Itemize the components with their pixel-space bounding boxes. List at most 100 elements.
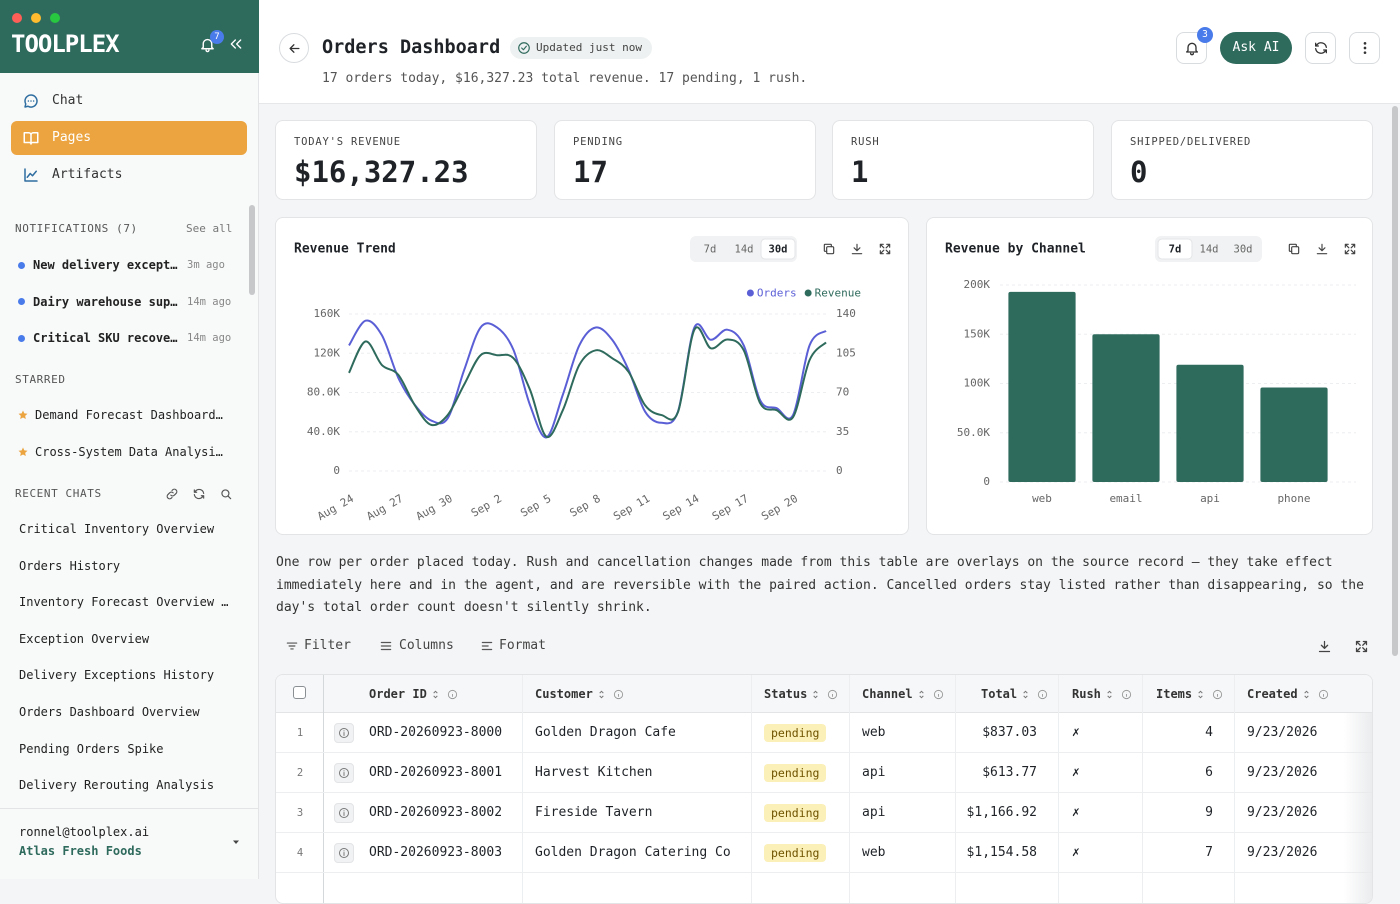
user-menu[interactable]: ronnel@toolplex.ai Atlas Fresh Foods: [0, 809, 258, 879]
column-divider: [751, 675, 752, 903]
range-tab[interactable]: 7d: [1157, 238, 1193, 260]
starred-item[interactable]: Cross-System Data Analysi…: [35, 445, 223, 459]
see-all-link[interactable]: See all: [186, 222, 233, 235]
expand-button[interactable]: [1342, 241, 1358, 257]
x-tick-label: Sep 11: [611, 492, 652, 523]
icon-shape: [286, 642, 298, 650]
starred-item[interactable]: Demand Forecast Dashboard…: [35, 408, 223, 422]
row-detail-button[interactable]: [334, 803, 354, 823]
row-detail-button[interactable]: [334, 763, 354, 783]
download-icon: [851, 243, 863, 255]
icon-shape: [1288, 243, 1297, 252]
row-detail-button[interactable]: [334, 723, 354, 743]
table-cell: ✗: [1072, 845, 1080, 860]
toolbar-button[interactable]: Columns: [375, 634, 470, 658]
active-tab: [760, 238, 796, 260]
star-icon: [18, 410, 28, 419]
recent-chat[interactable]: Delivery Rerouting Analysis: [19, 778, 215, 793]
expand-button[interactable]: [1354, 639, 1370, 655]
window-control[interactable]: [12, 13, 22, 23]
notification-text[interactable]: New delivery except…: [33, 258, 178, 272]
table-row: [276, 713, 1372, 753]
column-header[interactable]: Status: [764, 675, 838, 713]
table-row: [276, 753, 1372, 793]
recent-chat[interactable]: Pending Orders Spike: [19, 741, 164, 756]
download-button[interactable]: [1317, 639, 1333, 655]
table-cell: $613.77: [982, 765, 1037, 780]
notifications-button[interactable]: [196, 33, 220, 57]
notification-badge: 7: [210, 30, 224, 44]
y-tick-label: 120K: [314, 346, 341, 359]
icon-shape: [1363, 46, 1367, 50]
bell-icon: [201, 38, 214, 53]
check-icon: [518, 42, 530, 54]
chart-title: Revenue Trend: [294, 242, 396, 257]
recent-chat[interactable]: Orders History: [19, 558, 121, 573]
info-icon: [339, 728, 349, 738]
icon-shape: [1315, 42, 1327, 54]
window-control[interactable]: [50, 13, 60, 23]
download-button[interactable]: [1314, 241, 1330, 257]
more-button[interactable]: [1349, 32, 1380, 64]
toolbar-button[interactable]: Format: [476, 634, 570, 658]
ask-ai-button[interactable]: Ask AI: [1220, 32, 1292, 64]
icon-shape: [1318, 689, 1328, 699]
column-label: Items: [1156, 687, 1193, 701]
data-table: Order ID Customer Status Channel Total Rush It…: [275, 674, 1373, 904]
expand-icon: [879, 243, 891, 255]
nav-item[interactable]: Chat: [11, 84, 247, 118]
column-header[interactable]: Created: [1247, 675, 1329, 713]
copy-button[interactable]: [1286, 241, 1302, 257]
range-tab[interactable]: 7d: [704, 244, 717, 256]
table-cell: ORD-20260923-8003: [369, 845, 503, 860]
recent-chat[interactable]: Inventory Forecast Overview …: [19, 595, 229, 610]
row-number: 2: [296, 767, 304, 779]
toolbar-button[interactable]: Filter: [281, 634, 375, 658]
back-button[interactable]: [279, 33, 309, 63]
user-org: Atlas Fresh Foods: [19, 844, 142, 858]
x-tick-label: email: [1109, 492, 1142, 505]
window-control[interactable]: [31, 13, 41, 23]
icon-shape: [933, 689, 943, 699]
copy-button[interactable]: [821, 241, 837, 257]
select-all-checkbox[interactable]: [293, 686, 306, 699]
column-header[interactable]: Order ID: [369, 675, 458, 713]
expand-button[interactable]: [877, 241, 893, 257]
column-header[interactable]: Customer: [535, 675, 624, 713]
recent-chat[interactable]: Delivery Exceptions History: [19, 668, 215, 683]
sidebar: TOOLPLEX 7 Chat Pages Artifacts NOTIFICATIONS…: [0, 0, 259, 879]
table-cell: 4: [1205, 725, 1213, 740]
brand-logo: TOOLPLEX: [11, 30, 120, 58]
icon-shape: [518, 42, 530, 54]
recent-chat[interactable]: Exception Overview: [19, 631, 150, 646]
column-header[interactable]: Rush: [1072, 675, 1132, 713]
range-tab[interactable]: 14d: [735, 244, 754, 256]
notification-text[interactable]: Critical SKU recove…: [33, 331, 178, 345]
legend-label: Orders: [757, 287, 797, 300]
download-button[interactable]: [849, 241, 865, 257]
row-detail-button[interactable]: [334, 843, 354, 863]
range-tab[interactable]: 14d: [1200, 244, 1219, 256]
kpi-label: RUSH: [851, 136, 880, 148]
range-tab[interactable]: 30d: [760, 238, 796, 260]
info-icon: [339, 848, 349, 858]
caret-icon: [233, 840, 239, 844]
recent-chat[interactable]: Orders Dashboard Overview: [19, 705, 200, 719]
bar: [1008, 291, 1076, 482]
nav-item[interactable]: Pages: [11, 121, 247, 155]
column-header[interactable]: Items: [1156, 675, 1223, 713]
range-tab[interactable]: 30d: [1234, 244, 1253, 256]
refresh-button[interactable]: [1305, 32, 1336, 64]
recent-chat[interactable]: Critical Inventory Overview: [19, 522, 215, 536]
notification-text[interactable]: Dairy warehouse sup…: [33, 294, 178, 309]
column-label: Rush: [1072, 687, 1101, 701]
nav-item[interactable]: Artifacts: [11, 158, 247, 192]
expand-icon: [1344, 243, 1356, 255]
icon-shape: [201, 38, 214, 50]
column-label: Status: [764, 687, 808, 701]
x-tick-label: Sep 5: [518, 492, 553, 520]
column-header[interactable]: Total: [981, 675, 1048, 713]
column-header[interactable]: Channel: [862, 675, 944, 713]
info-icon: [933, 689, 943, 699]
